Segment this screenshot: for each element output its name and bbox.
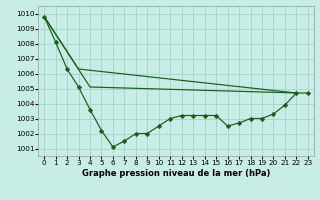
X-axis label: Graphe pression niveau de la mer (hPa): Graphe pression niveau de la mer (hPa) bbox=[82, 169, 270, 178]
